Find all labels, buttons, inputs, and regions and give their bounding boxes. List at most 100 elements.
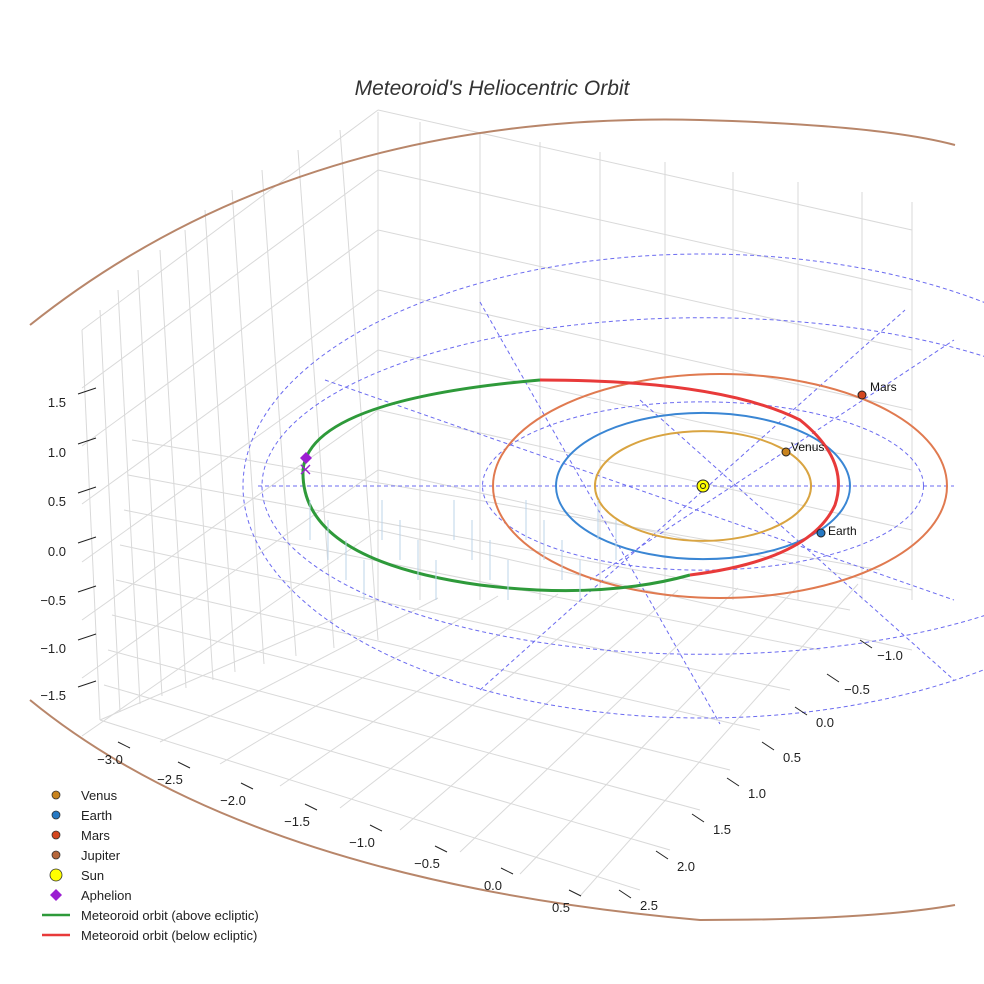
- grid-line: [99, 309, 121, 713]
- legend-item: Aphelion: [50, 888, 132, 903]
- marker-layer: [300, 390, 867, 538]
- reference-spoke: [479, 301, 721, 725]
- x-tick: [240, 782, 254, 790]
- grid-line: [119, 544, 791, 691]
- legend-item: Earth: [51, 808, 112, 823]
- legend-item: Meteoroid orbit (above ecliptic): [42, 908, 259, 923]
- legend-marker: [51, 810, 61, 820]
- legend-marker: [51, 830, 61, 840]
- x-tick: [304, 803, 318, 811]
- z-tick-label: 0.5: [48, 494, 66, 509]
- aphelion-marker: [300, 452, 312, 464]
- grid-line: [111, 614, 731, 771]
- grid-line: [81, 469, 379, 679]
- y-tick: [761, 741, 775, 751]
- grid-line: [81, 229, 379, 447]
- legend-item: Jupiter: [51, 848, 121, 863]
- grid-line: [231, 189, 265, 665]
- z-tick: [77, 633, 97, 641]
- grid-line: [81, 409, 379, 621]
- grid-line: [81, 169, 379, 389]
- x-tick-label: −3.0: [97, 752, 123, 767]
- grid-line: [339, 129, 379, 641]
- grid-line: [99, 599, 379, 721]
- z-tick: [77, 486, 97, 494]
- legend-marker: [51, 790, 61, 800]
- x-tick-label: −1.5: [284, 814, 310, 829]
- y-tick: [826, 673, 840, 683]
- y-tick: [691, 813, 705, 823]
- grid-line: [103, 684, 671, 851]
- mars-marker: [857, 390, 867, 400]
- y-tick: [655, 850, 669, 860]
- x-tick-label: 0.0: [484, 878, 502, 893]
- grid-line: [459, 587, 739, 853]
- grid-line: [159, 597, 439, 743]
- z-tick: [77, 536, 97, 544]
- x-tick-label: −1.0: [349, 835, 375, 850]
- planet-label-earth: Earth: [828, 524, 857, 538]
- x-tick: [500, 867, 514, 875]
- grid-line: [131, 439, 881, 571]
- grid-line: [579, 583, 859, 897]
- grid-line: [377, 229, 913, 351]
- venus-marker: [781, 447, 791, 457]
- legend-label: Sun: [81, 868, 104, 883]
- grid-layer: [81, 109, 913, 897]
- z-tick: [77, 387, 97, 395]
- y-tick-label: 0.0: [816, 715, 834, 730]
- grid-line: [115, 579, 761, 731]
- grid-line: [279, 593, 559, 787]
- planet-label-venus: Venus: [791, 440, 824, 454]
- legend-marker: [50, 889, 62, 901]
- meteoroid-orbit-below: [539, 378, 840, 577]
- grid-line: [81, 109, 379, 331]
- x-tick: [568, 889, 582, 897]
- y-tick-label: −0.5: [844, 682, 870, 697]
- grid-line: [81, 349, 379, 563]
- z-tick-label: 1.5: [48, 395, 66, 410]
- reference-spoke: [589, 339, 955, 581]
- z-tick-label: −1.5: [40, 688, 66, 703]
- x-tick-label: 0.5: [552, 900, 570, 915]
- earth-marker: [816, 528, 826, 538]
- legend-marker: [51, 850, 61, 860]
- grid-line: [99, 719, 641, 891]
- legend: Venus Earth Mars Jupiter Sun Aphelion Meteoroi…: [42, 788, 259, 943]
- grid-line: [159, 249, 187, 689]
- grid-line: [127, 474, 851, 611]
- z-tick: [77, 585, 97, 593]
- orbit-layer: [29, 118, 956, 922]
- grid-line: [377, 349, 913, 471]
- grid-line: [107, 649, 701, 811]
- grid-line: [377, 109, 913, 231]
- z-tick-label: 0.0: [48, 544, 66, 559]
- grid-line: [377, 529, 913, 651]
- grid-line: [81, 289, 379, 505]
- z-tick: [77, 437, 97, 445]
- venus-orbit: [593, 430, 813, 542]
- legend-label: Jupiter: [81, 848, 121, 863]
- legend-item: Mars: [51, 828, 110, 843]
- legend-item: Sun: [49, 868, 104, 883]
- chart-title: Meteoroid's Heliocentric Orbit: [355, 77, 631, 100]
- y-tick-label: 0.5: [783, 750, 801, 765]
- reference-spoke: [479, 309, 906, 691]
- grid-line: [184, 229, 214, 681]
- reference-circle: [261, 317, 984, 655]
- x-tick: [117, 741, 131, 749]
- legend-label: Meteoroid orbit (below ecliptic): [81, 928, 257, 943]
- legend-label: Aphelion: [81, 888, 132, 903]
- x-tick: [434, 845, 448, 853]
- y-tick: [859, 639, 873, 649]
- y-tick-label: 1.0: [748, 786, 766, 801]
- legend-marker: [49, 868, 63, 882]
- aphelion-x-marker: [300, 464, 311, 475]
- y-tick-label: 2.5: [640, 898, 658, 913]
- legend-label: Mars: [81, 828, 110, 843]
- jupiter-orbit: [29, 699, 956, 922]
- planet-label-mars: Mars: [870, 380, 897, 394]
- legend-item: Meteoroid orbit (below ecliptic): [42, 928, 257, 943]
- sun-marker: [696, 479, 710, 493]
